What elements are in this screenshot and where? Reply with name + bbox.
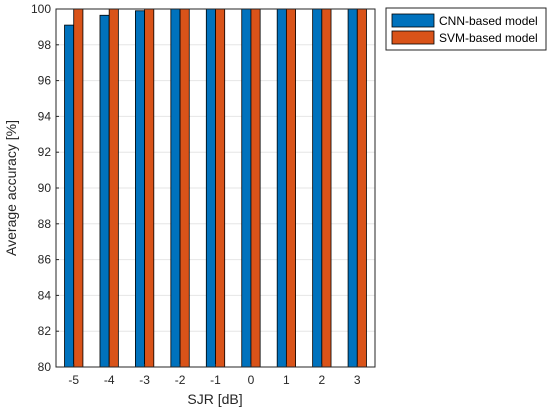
bar-svm xyxy=(144,8,155,368)
y-tick-label: 100 xyxy=(31,2,51,16)
bar-cnn xyxy=(64,24,75,368)
x-axis-title: SJR [dB] xyxy=(187,391,242,407)
x-tick-label: -3 xyxy=(139,373,150,387)
bars xyxy=(64,8,367,368)
x-tick-label: -2 xyxy=(175,373,186,387)
y-tick-label: 84 xyxy=(38,288,52,302)
legend-label-svm: SVM-based model xyxy=(439,31,538,45)
y-tick-label: 90 xyxy=(38,181,52,195)
bar-svm xyxy=(215,8,226,368)
legend-swatch-cnn xyxy=(391,13,435,28)
y-axis-title: Average accuracy [%] xyxy=(3,120,19,256)
x-tick-label: -5 xyxy=(68,373,79,387)
x-tick-label: 0 xyxy=(248,373,255,387)
bar-cnn xyxy=(170,8,181,368)
y-tick-label: 96 xyxy=(38,74,52,88)
x-tick-label: -4 xyxy=(104,373,115,387)
y-tick-label: 92 xyxy=(38,145,52,159)
bar-svm xyxy=(73,8,84,368)
bar-svm xyxy=(356,8,367,368)
y-tick-label: 80 xyxy=(38,360,52,374)
bar-cnn xyxy=(276,8,287,368)
y-tick-label: 86 xyxy=(38,253,52,267)
y-tick-label: 88 xyxy=(38,217,52,231)
y-tick-label: 82 xyxy=(38,324,52,338)
legend-swatch-svm xyxy=(391,30,435,45)
bar-svm xyxy=(108,8,119,368)
bar-cnn xyxy=(241,8,252,368)
bar-cnn xyxy=(205,8,216,368)
bar-cnn xyxy=(99,14,110,368)
bar-cnn xyxy=(347,8,358,368)
y-axis: 80 82 84 86 88 90 92 94 96 98 100 xyxy=(31,2,59,374)
bar-svm xyxy=(179,8,190,368)
y-tick-label: 94 xyxy=(38,109,52,123)
x-tick-label: 2 xyxy=(318,373,325,387)
x-tick-label: -1 xyxy=(210,373,221,387)
bar-svm xyxy=(321,8,332,368)
bar-cnn xyxy=(135,10,146,368)
y-tick-label: 98 xyxy=(38,38,52,52)
bar-cnn xyxy=(312,8,323,368)
x-tick-label: 3 xyxy=(354,373,361,387)
bar-svm xyxy=(250,8,261,368)
legend-label-cnn: CNN-based model xyxy=(439,14,538,28)
legend: CNN-based model SVM-based model xyxy=(385,7,547,51)
bar-svm xyxy=(285,8,296,368)
x-axis: -5 -4 -3 -2 -1 0 1 2 3 xyxy=(68,364,361,387)
x-tick-label: 1 xyxy=(283,373,290,387)
